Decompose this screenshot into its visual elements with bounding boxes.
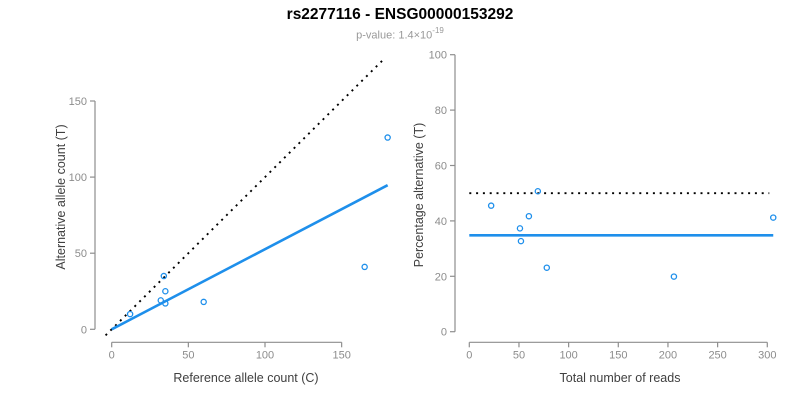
y-axis-title: Alternative allele count (T) — [54, 124, 68, 269]
x-axis-title: Reference allele count (C) — [173, 371, 318, 385]
y-tick-label: 60 — [435, 161, 447, 173]
data-point — [543, 264, 551, 271]
y-tick-label: 0 — [441, 327, 447, 339]
x-tick-label: 250 — [708, 349, 726, 361]
data-point — [361, 263, 368, 271]
x-tick-label: 150 — [609, 349, 627, 361]
x-tick-label: 100 — [256, 349, 274, 361]
y-tick-label: 100 — [429, 50, 447, 62]
data-point — [162, 287, 169, 295]
figure-title: rs2277116 - ENSG00000153292 — [286, 6, 514, 23]
data-point — [160, 272, 168, 280]
data-point — [516, 225, 524, 232]
identity-line — [104, 57, 386, 337]
data-point — [200, 298, 207, 306]
data-point — [525, 212, 533, 220]
data-point — [487, 202, 495, 209]
y-tick-label: 20 — [435, 271, 447, 283]
y-tick-label: 50 — [75, 248, 87, 260]
data-point — [157, 297, 165, 304]
x-axis-title: Total number of reads — [560, 371, 681, 385]
x-tick-label: 150 — [332, 349, 350, 361]
x-tick-label: 0 — [109, 349, 115, 361]
x-tick-label: 50 — [513, 349, 525, 361]
p-value-exponent: -19 — [432, 26, 444, 35]
x-tick-label: 100 — [559, 349, 577, 361]
figure-subtitle: p-value: 1.4×10-19 — [0, 26, 800, 42]
data-point — [384, 134, 391, 141]
x-tick-label: 300 — [758, 349, 776, 361]
x-tick-label: 200 — [659, 349, 677, 361]
data-point — [126, 310, 134, 318]
data-point — [769, 214, 777, 221]
data-point — [670, 273, 678, 280]
x-tick-label: 0 — [466, 349, 472, 361]
y-axis-title: Percentage alternative (T) — [412, 123, 426, 268]
y-tick-label: 80 — [435, 105, 447, 117]
y-tick-label: 100 — [69, 172, 87, 184]
x-tick-label: 50 — [182, 349, 194, 361]
data-point — [162, 300, 169, 307]
y-tick-label: 150 — [69, 96, 87, 108]
p-value-text: p-value: 1.4×10 — [356, 29, 433, 42]
data-point — [534, 188, 542, 195]
data-point — [517, 237, 525, 245]
y-tick-label: 0 — [81, 324, 87, 336]
fit-line — [111, 184, 389, 331]
y-tick-label: 40 — [435, 216, 447, 228]
